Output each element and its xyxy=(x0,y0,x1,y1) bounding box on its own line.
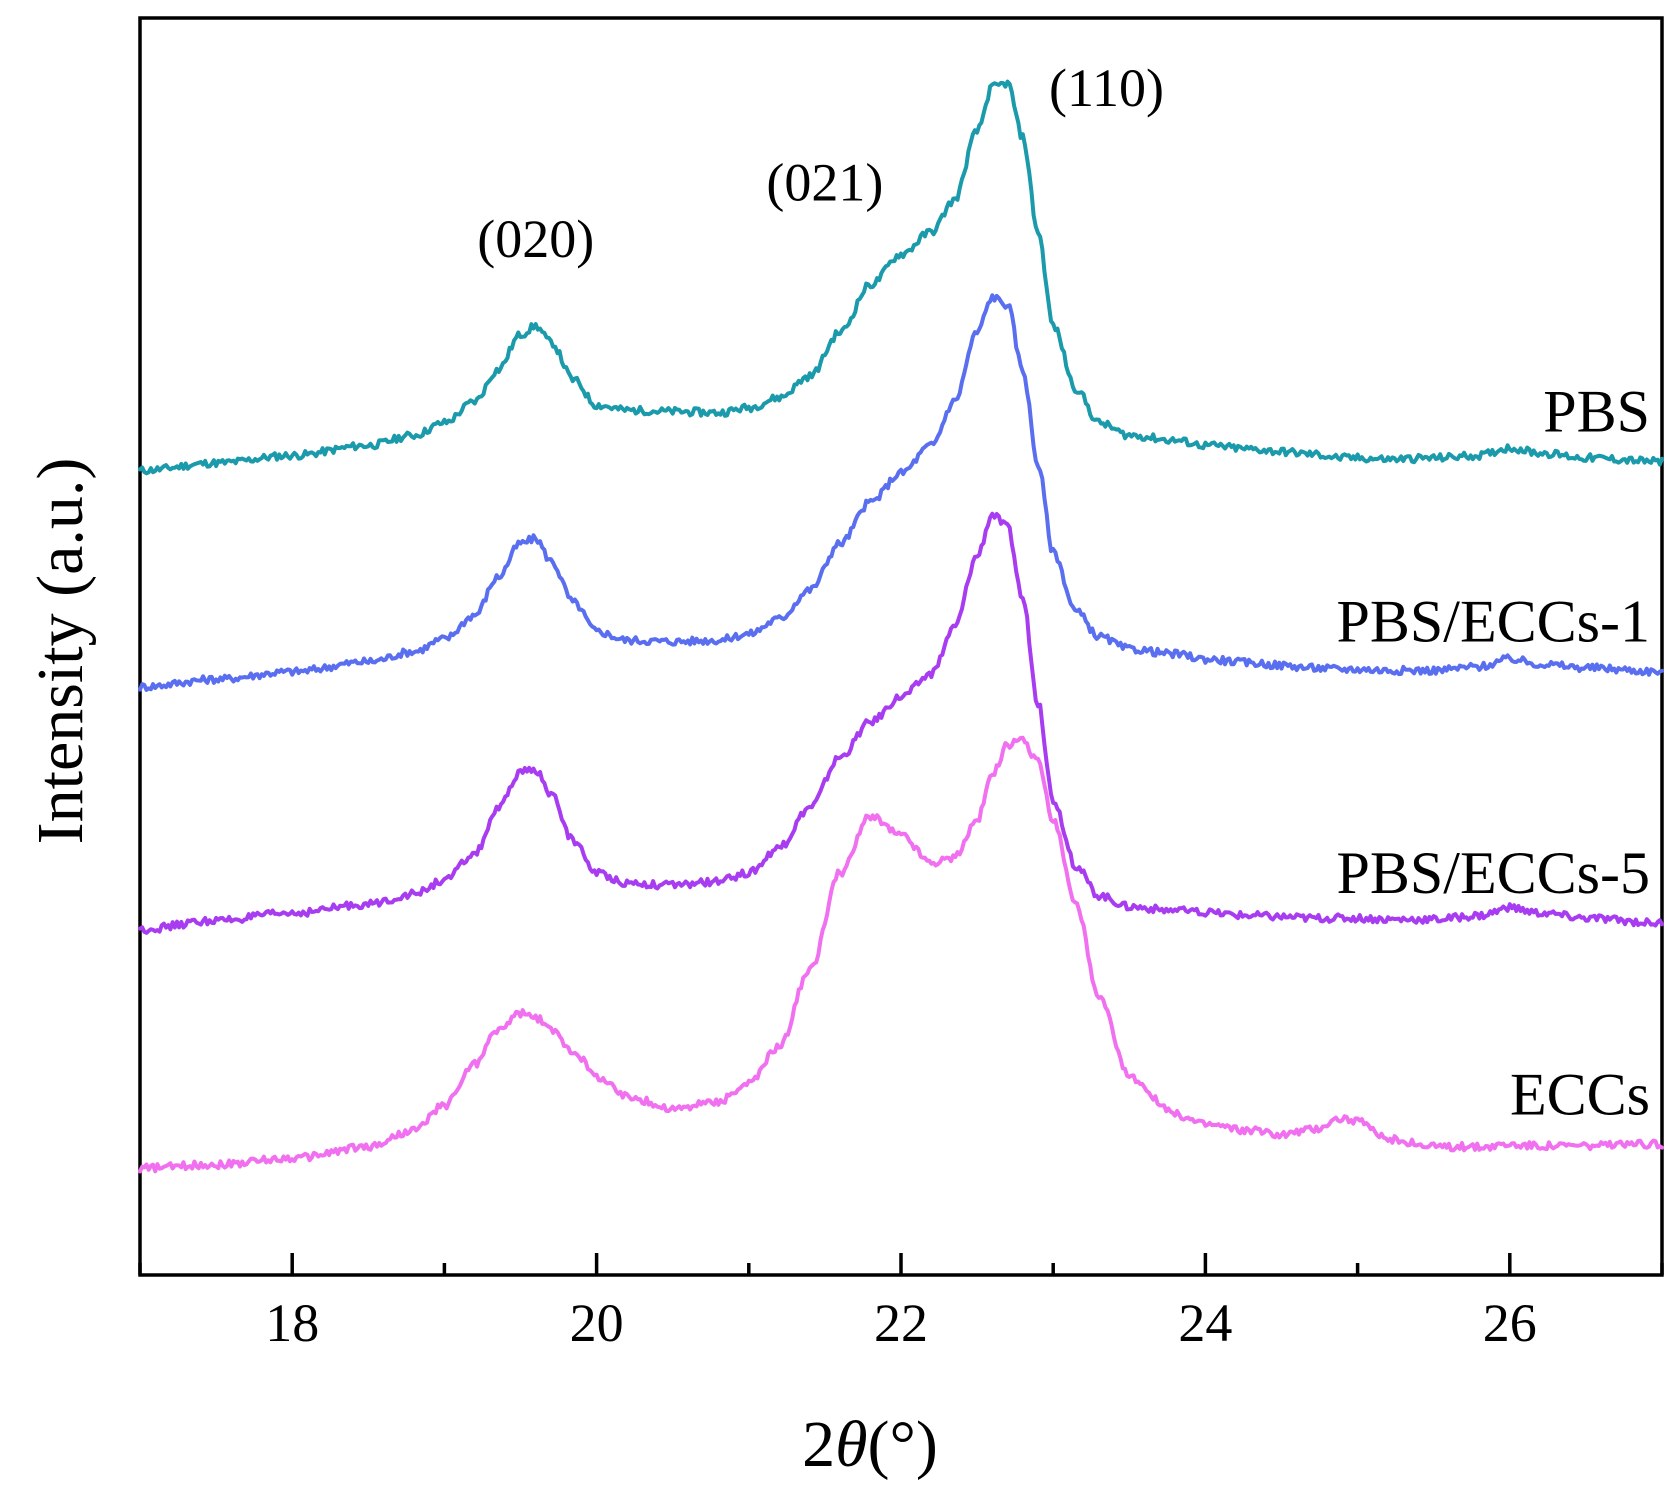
series-label: PBS/ECCs-5 xyxy=(1337,840,1650,906)
x-axis-title: 2θ(°) xyxy=(802,1408,938,1481)
series-label: PBS xyxy=(1543,379,1650,445)
x-axis-tick-labels: 18 20 22 24 26 xyxy=(265,1293,1537,1353)
series-line-eccs xyxy=(138,735,1664,1174)
x-tick-label: 22 xyxy=(874,1293,928,1353)
series-label: ECCs xyxy=(1510,1061,1650,1127)
series-lines xyxy=(138,79,1664,1174)
peak-annotation: (021) xyxy=(766,152,883,212)
series-line-pbs-eccs-5 xyxy=(138,511,1664,935)
series-line-pbs-eccs-1 xyxy=(138,293,1664,692)
x-tick-label: 26 xyxy=(1483,1293,1537,1353)
y-axis-title: Intensity (a.u.) xyxy=(24,458,97,845)
x-axis-ticks xyxy=(138,1253,1664,1275)
series-label: PBS/ECCs-1 xyxy=(1337,589,1650,655)
x-tick-label: 24 xyxy=(1178,1293,1232,1353)
x-tick-label: 18 xyxy=(265,1293,319,1353)
peak-annotations: (020) (021) (110) xyxy=(477,58,1164,269)
series-labels: PBS PBS/ECCs-1 PBS/ECCs-5 ECCs xyxy=(1337,379,1650,1128)
x-tick-label: 20 xyxy=(570,1293,624,1353)
peak-annotation: (110) xyxy=(1049,58,1164,118)
peak-annotation: (020) xyxy=(477,209,594,269)
series-line-pbs xyxy=(138,79,1664,476)
